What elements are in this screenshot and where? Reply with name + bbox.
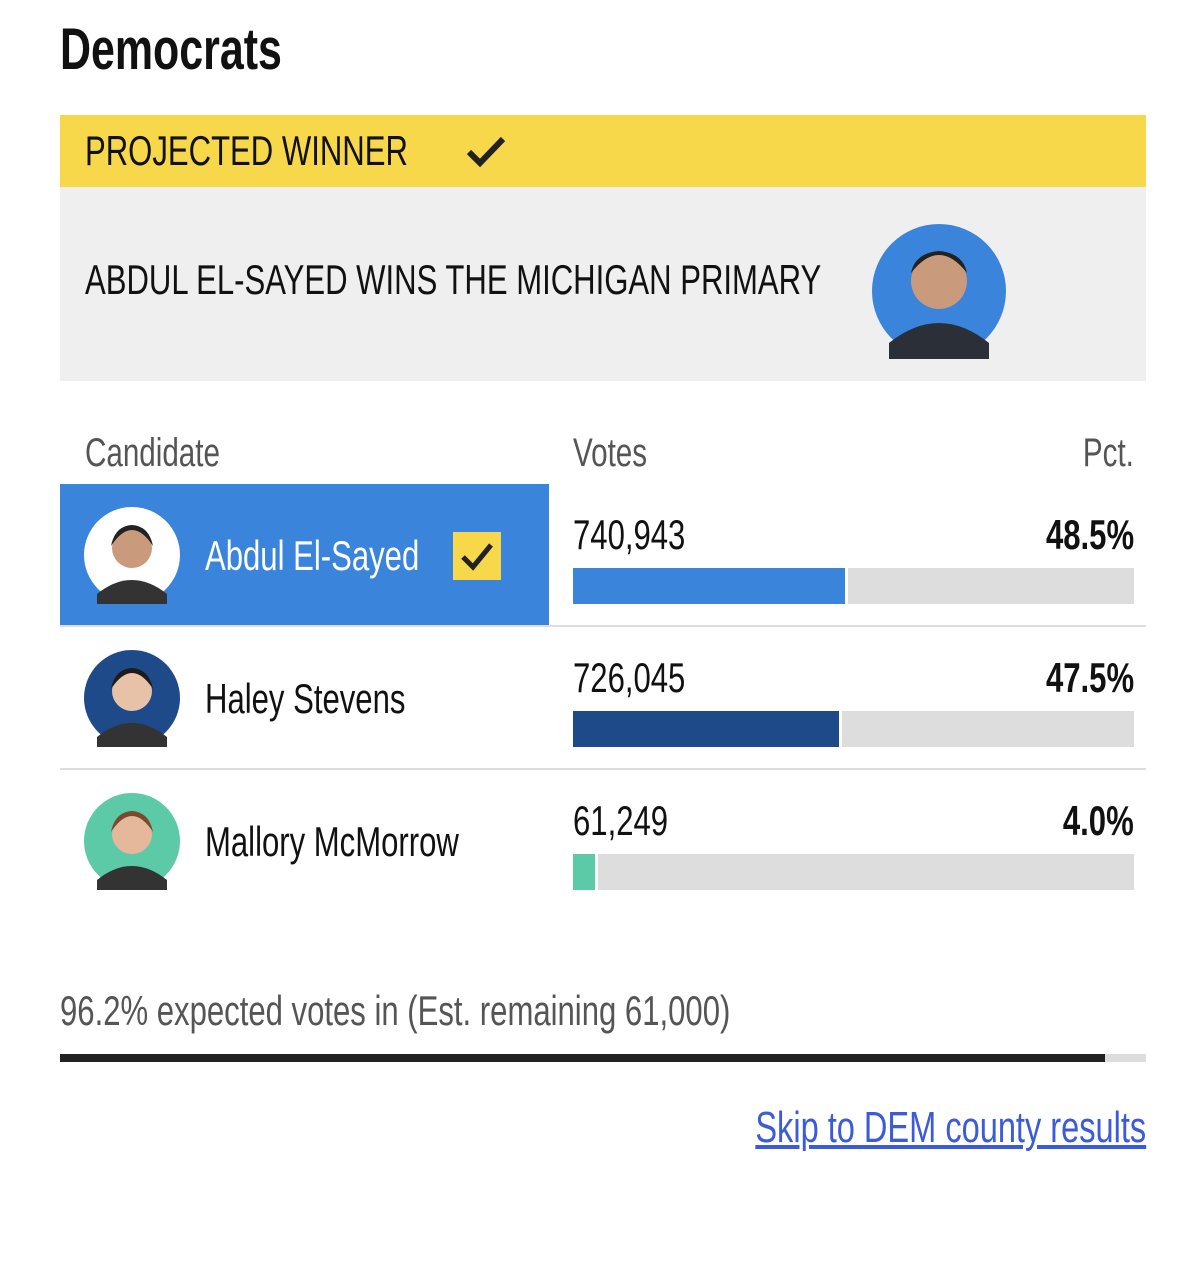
banner-label: PROJECTED WINNER [85,127,408,174]
votes: 61,249 [573,797,669,844]
winner-photo [872,224,1006,359]
header-pct: Pct. [1083,430,1134,475]
pct: 47.5% [1045,654,1134,701]
winner-panel: ABDUL EL-SAYED WINS THE MICHIGAN PRIMARY [60,187,1146,381]
pct: 48.5% [1045,511,1134,558]
candidate-name: Abdul El-Sayed [205,532,420,579]
check-icon [461,543,493,571]
candidate-row: Mallory McMorrow 61,249 4.0% [0,768,1180,913]
pct-cell: 4.0% [1038,796,1134,846]
candidate-photo [84,650,180,747]
candidate-row: Haley Stevens 726,045 47.5% [0,625,1180,770]
candidate-name: Mallory McMorrow [205,818,459,865]
county-link[interactable]: Skip to DEM county results [755,1103,1146,1152]
votes-cell: 726,045 [573,653,725,703]
expected-bar [60,1054,1105,1062]
heading: Democrats [60,14,360,84]
candidate-row: Abdul El-Sayed 740,943 48.5% [0,484,1180,627]
pct: 4.0% [1063,797,1134,844]
check-icon [466,136,506,168]
winner-check [453,532,501,580]
candidate-photo [84,507,180,604]
header-votes: Votes [573,430,648,475]
name-cell: Abdul El-Sayed [205,528,495,584]
votes-cell: 61,249 [573,796,701,846]
row-divider [60,768,1146,770]
pct-cell: 47.5% [1015,653,1134,703]
votes-cell: 740,943 [573,510,725,560]
pct-track [573,854,1134,890]
header-candidate: Candidate [85,430,220,475]
row-divider [60,625,1146,627]
winner-banner: PROJECTED WINNER [60,115,1146,187]
name-cell: Haley Stevens [205,671,476,727]
headline: ABDUL EL-SAYED WINS THE MICHIGAN PRIMARY [85,256,822,303]
expected-text: 96.2% expected votes in (Est. remaining … [60,987,731,1034]
pct-bar [573,568,849,604]
candidate-name: Haley Stevens [205,675,406,722]
pct-bar [573,711,843,747]
expected-track [60,1054,1146,1062]
candidate-photo [84,793,180,890]
votes: 740,943 [573,511,686,558]
pct-cell: 48.5% [1015,510,1134,560]
votes: 726,045 [573,654,686,701]
heading-text: Democrats [60,16,282,82]
name-cell: Mallory McMorrow [205,814,548,870]
pct-bar [573,854,599,890]
